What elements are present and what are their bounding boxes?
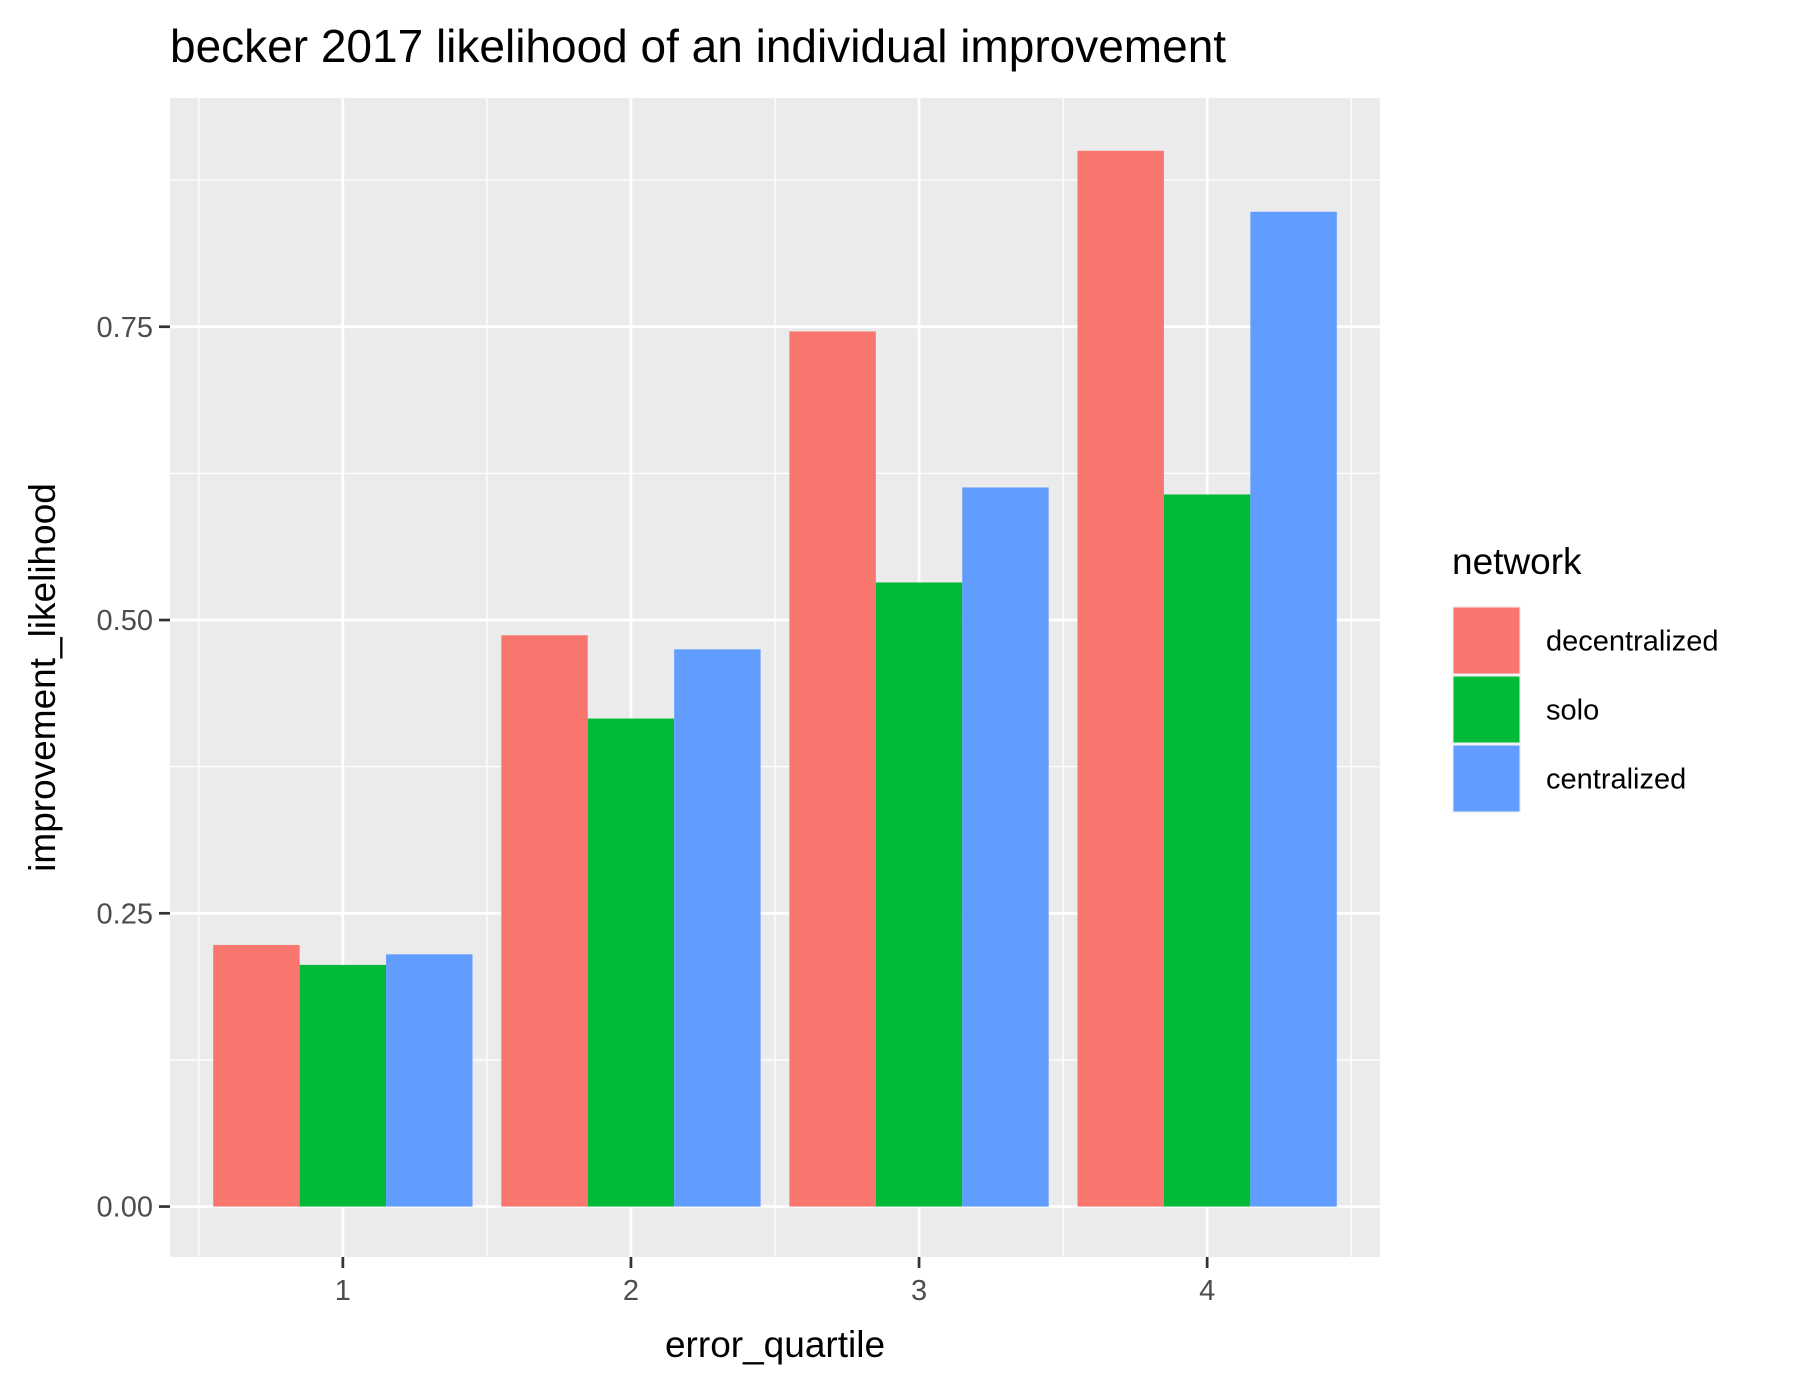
bar-decentralized-1	[213, 944, 300, 1207]
bar-decentralized-3	[789, 331, 876, 1207]
legend-label-solo: solo	[1546, 695, 1599, 727]
legend-label-decentralized: decentralized	[1546, 626, 1719, 658]
x-tick-label: 4	[1199, 1275, 1215, 1307]
legend-key-solo	[1453, 676, 1520, 743]
x-axis: 1 2 3 4	[335, 1257, 1215, 1307]
bar-solo-4	[1163, 494, 1251, 1207]
legend-label-centralized: centralized	[1546, 764, 1686, 796]
bar-decentralized-4	[1077, 150, 1164, 1207]
legend-title: network	[1452, 541, 1582, 582]
y-axis: 0.00 0.25 0.50 0.75	[97, 312, 170, 1224]
legend: network decentralized solo centralized	[1452, 541, 1719, 813]
y-tick-label: 0.75	[97, 312, 153, 344]
bar-decentralized-2	[501, 635, 588, 1207]
legend-key-decentralized	[1453, 607, 1520, 674]
y-tick-label: 0.00	[97, 1192, 153, 1224]
y-axis-title: improvement_likelihood	[22, 483, 63, 872]
bar-centralized-3	[962, 487, 1049, 1207]
x-axis-title: error_quartile	[665, 1324, 885, 1365]
y-tick-label: 0.50	[97, 605, 153, 637]
bar-solo-3	[875, 582, 963, 1207]
bar-centralized-4	[1250, 211, 1337, 1207]
chart-title: becker 2017 likelihood of an individual …	[170, 20, 1226, 72]
x-tick-label: 1	[335, 1275, 351, 1307]
x-tick-label: 3	[911, 1275, 927, 1307]
legend-key-centralized	[1453, 745, 1520, 812]
y-tick-label: 0.25	[97, 898, 153, 930]
bar-centralized-2	[674, 649, 761, 1207]
bar-solo-2	[587, 718, 675, 1207]
bar-centralized-1	[386, 954, 473, 1207]
bar-solo-1	[299, 964, 387, 1207]
x-tick-label: 2	[623, 1275, 639, 1307]
bars	[213, 150, 1337, 1207]
